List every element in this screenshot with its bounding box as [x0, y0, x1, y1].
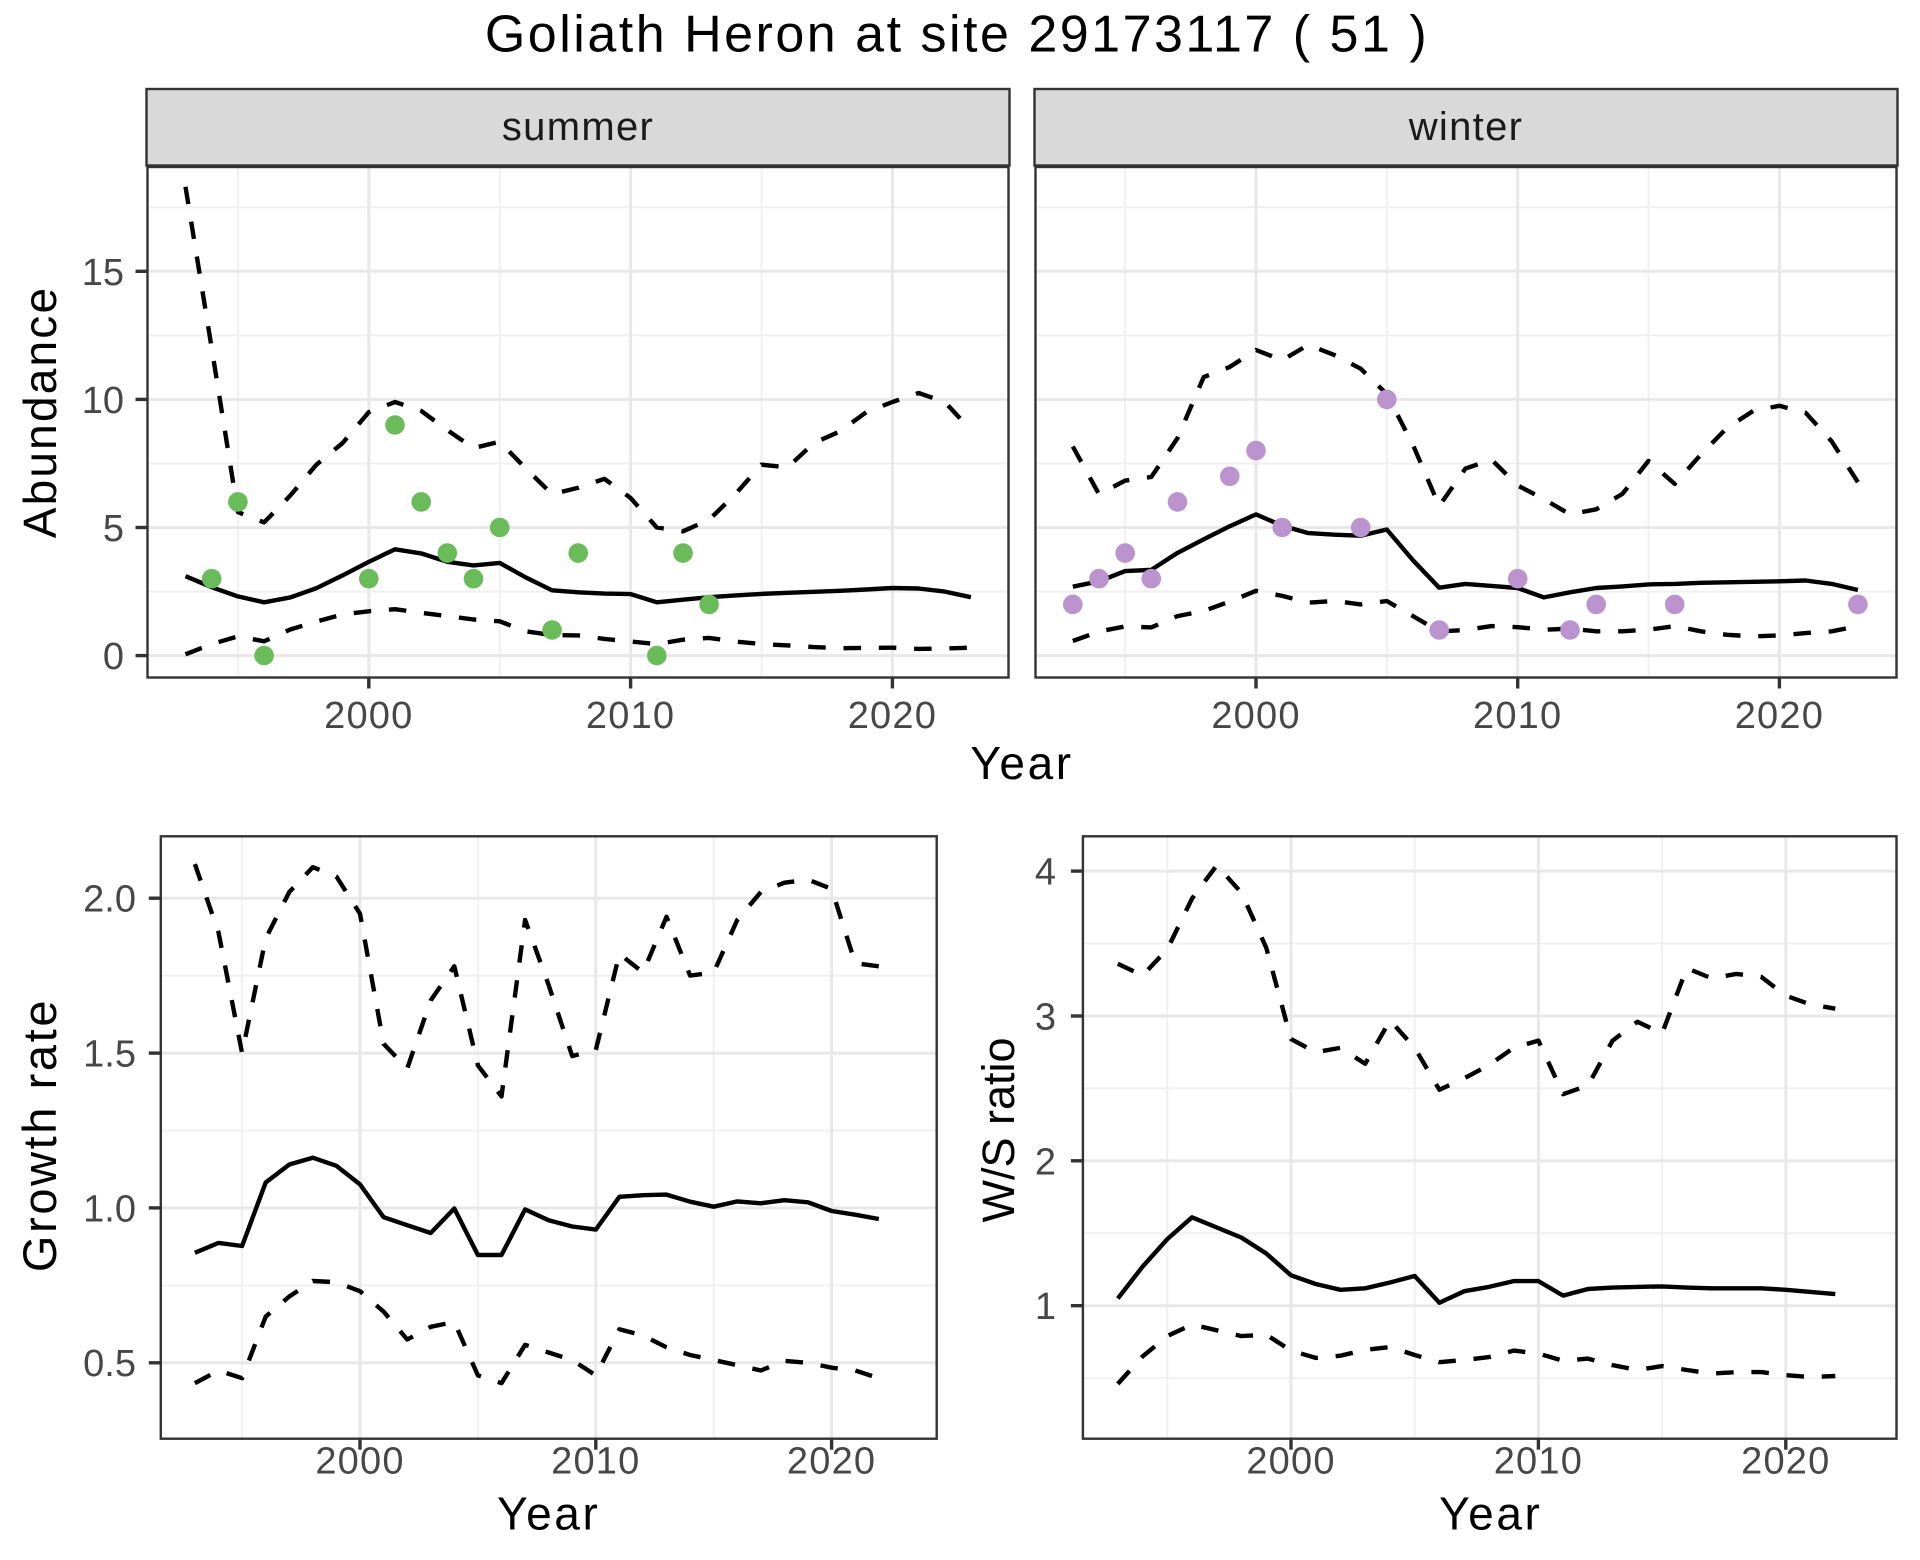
svg-text:2020: 2020: [1741, 1441, 1830, 1483]
svg-text:2000: 2000: [324, 695, 413, 737]
svg-text:2010: 2010: [1494, 1441, 1583, 1483]
svg-text:1.5: 1.5: [83, 1034, 136, 1076]
svg-text:Goliath Heron at site 29173117: Goliath Heron at site 29173117 ( 51 ): [485, 6, 1429, 64]
svg-text:W/S ratio: W/S ratio: [973, 1037, 1024, 1222]
svg-text:0.5: 0.5: [83, 1343, 136, 1385]
svg-text:2020: 2020: [787, 1441, 876, 1483]
svg-text:Abundance: Abundance: [14, 286, 66, 539]
svg-text:15: 15: [82, 252, 124, 294]
svg-text:2: 2: [1035, 1141, 1056, 1183]
svg-text:Year: Year: [1439, 1488, 1542, 1540]
svg-text:0: 0: [103, 636, 124, 678]
svg-text:2010: 2010: [1473, 695, 1562, 737]
svg-text:2000: 2000: [1246, 1441, 1335, 1483]
svg-text:4: 4: [1035, 852, 1056, 894]
svg-text:2010: 2010: [586, 695, 675, 737]
svg-text:2010: 2010: [551, 1441, 640, 1483]
svg-text:2000: 2000: [1211, 695, 1300, 737]
svg-text:3: 3: [1035, 997, 1056, 1039]
svg-text:winter: winter: [1408, 105, 1524, 149]
svg-text:10: 10: [82, 380, 124, 422]
svg-text:Growth rate: Growth rate: [13, 998, 66, 1272]
svg-text:2020: 2020: [1735, 695, 1824, 737]
svg-text:Year: Year: [970, 737, 1073, 789]
svg-text:5: 5: [103, 508, 124, 550]
svg-text:2020: 2020: [848, 695, 937, 737]
svg-text:2000: 2000: [315, 1441, 404, 1483]
svg-text:Year: Year: [497, 1488, 600, 1540]
svg-text:1: 1: [1035, 1286, 1056, 1328]
svg-text:1.0: 1.0: [83, 1188, 136, 1230]
svg-text:2.0: 2.0: [83, 879, 136, 921]
svg-text:summer: summer: [502, 105, 654, 149]
